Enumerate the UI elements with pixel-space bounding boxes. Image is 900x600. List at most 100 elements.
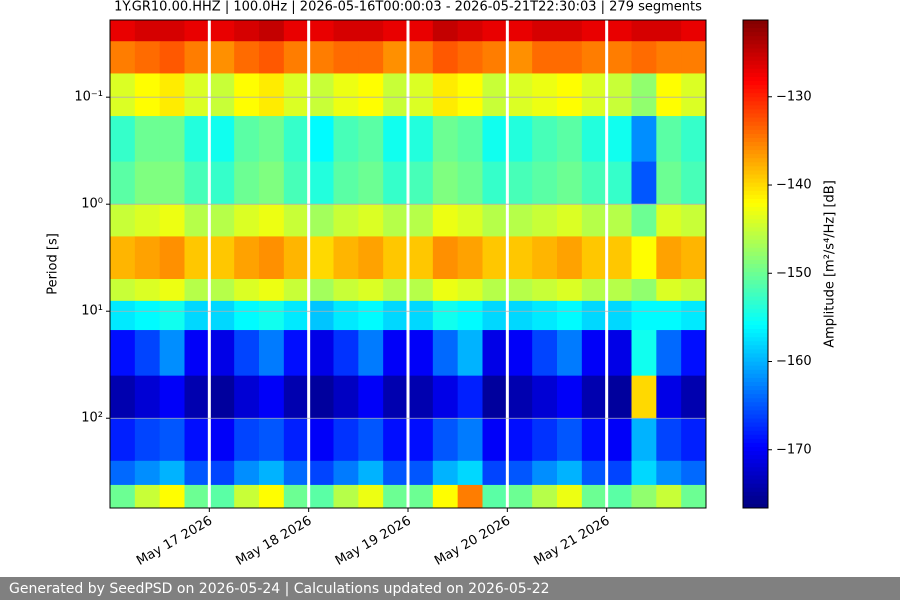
heatmap-cell: [308, 375, 334, 419]
heatmap-cell: [432, 375, 459, 419]
colorbar-step: [743, 211, 768, 216]
colorbar-step: [743, 337, 768, 342]
heatmap-cell: [457, 418, 483, 462]
heatmap-cell: [432, 116, 459, 163]
heatmap-cell: [308, 236, 334, 280]
colorbar-step: [743, 284, 768, 289]
heatmap-cell: [333, 300, 359, 331]
heatmap-cell: [159, 20, 185, 42]
colorbar-step: [743, 312, 768, 318]
heatmap-cell: [184, 204, 210, 237]
heatmap-cell: [681, 375, 707, 419]
heatmap-cell: [308, 300, 334, 331]
heatmap-cell: [532, 41, 558, 74]
colorbar-step: [743, 182, 768, 188]
heatmap-cell: [259, 460, 285, 486]
heatmap-cell: [234, 460, 260, 486]
heatmap-cell: [259, 279, 285, 302]
heatmap-cell: [432, 236, 459, 280]
colorbar-step: [743, 503, 768, 509]
colorbar-step: [743, 203, 768, 208]
heatmap-cell: [631, 204, 657, 237]
heatmap-cell: [681, 161, 707, 205]
heatmap-cell: [532, 279, 558, 302]
heatmap-cell: [606, 73, 632, 117]
heatmap-cell: [308, 20, 334, 42]
heatmap-cell: [383, 41, 409, 74]
heatmap-cell: [557, 300, 583, 331]
heatmap-cell: [308, 418, 334, 462]
heatmap-cell: [358, 330, 384, 377]
colorbar-step: [743, 398, 768, 403]
heatmap-cell: [408, 73, 434, 117]
heatmap-cell: [159, 300, 185, 331]
heatmap-cell: [408, 279, 434, 302]
colorbar-step: [743, 357, 768, 363]
colorbar-step: [743, 483, 768, 489]
heatmap-cell: [209, 20, 235, 42]
colorbar-step: [743, 495, 768, 501]
heatmap-cell: [656, 73, 682, 117]
colorbar-step: [743, 40, 768, 45]
colorbar-step: [743, 178, 768, 184]
colorbar-step: [743, 418, 768, 424]
colorbar-step: [743, 333, 768, 338]
heatmap-cell: [606, 236, 632, 280]
heatmap-cell: [482, 460, 508, 486]
heatmap-cell: [581, 161, 608, 205]
heatmap-cell: [507, 418, 533, 462]
heatmap-cell: [184, 330, 210, 377]
heatmap-cell: [457, 484, 483, 509]
heatmap-cell: [184, 41, 210, 74]
heatmap-cell: [581, 460, 608, 486]
colorbar-step: [743, 194, 768, 200]
colorbar-step: [743, 406, 768, 411]
heatmap-cell: [656, 20, 682, 42]
colorbar-step: [743, 426, 768, 432]
heatmap-cell: [482, 484, 508, 509]
heatmap-cell: [159, 418, 185, 462]
data-gap: [605, 20, 609, 508]
heatmap-cell: [110, 279, 136, 302]
heatmap-cell: [159, 484, 185, 509]
plot-frame: [109, 19, 707, 509]
heatmap-cell: [408, 236, 434, 280]
heatmap-cell: [110, 204, 136, 237]
heatmap-cell: [532, 484, 558, 509]
heatmap-cell: [110, 375, 136, 419]
heatmap-cell: [482, 73, 508, 117]
heatmap-cell: [134, 300, 161, 331]
heatmap-cell: [383, 236, 409, 280]
heatmap-cell: [631, 460, 657, 486]
heatmap-cell: [581, 116, 608, 163]
heatmap-cell: [283, 279, 310, 302]
colorbar-step: [743, 341, 768, 346]
heatmap-cell: [681, 300, 707, 331]
heatmap-cell: [557, 375, 583, 419]
heatmap-cell: [259, 204, 285, 237]
heatmap-cell: [209, 41, 235, 74]
heatmap-cell: [209, 460, 235, 486]
heatmap-cell: [259, 418, 285, 462]
heatmap-cell: [432, 73, 459, 117]
heatmap-cell: [110, 116, 136, 163]
heatmap-cell: [656, 460, 682, 486]
heatmap-cell: [432, 330, 459, 377]
colorbar-step: [743, 20, 768, 25]
heatmap-cell: [184, 279, 210, 302]
heatmap-cell: [408, 375, 434, 419]
colorbar-step: [743, 36, 768, 41]
heatmap-cell: [457, 41, 483, 74]
heatmap-cell: [308, 161, 334, 205]
heatmap-cell: [656, 161, 682, 205]
colorbar-step: [743, 272, 768, 277]
footer: Generated by SeedPSD on 2026-05-24 | Cal…: [0, 577, 900, 600]
heatmap-cell: [408, 300, 434, 331]
colorbar-step: [743, 329, 768, 334]
heatmap-cell: [110, 484, 136, 509]
colorbar-step: [743, 459, 768, 464]
colorbar-step: [743, 365, 768, 371]
heatmap-cell: [557, 20, 583, 42]
heatmap-cell: [134, 41, 161, 74]
